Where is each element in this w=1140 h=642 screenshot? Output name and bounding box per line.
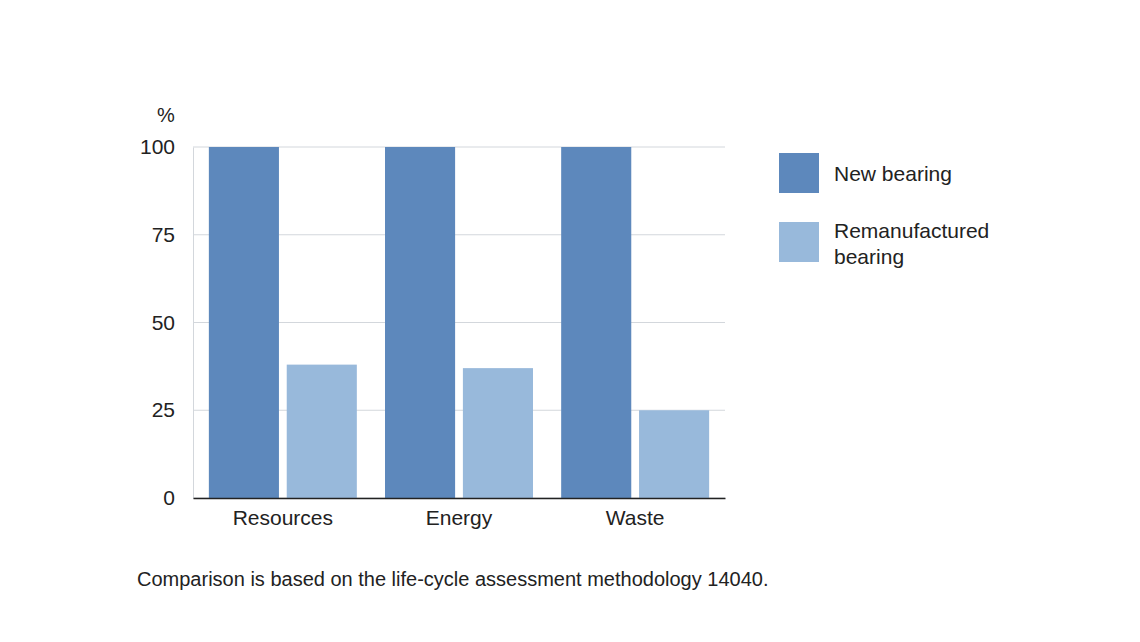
chart: 0 25 50 75 100 Resources Energy Waste% New beari… — [0, 0, 1140, 642]
legend-swatch — [779, 222, 819, 262]
bar — [287, 365, 357, 498]
axis-title: % — [157, 104, 175, 126]
tick: 100 — [140, 135, 193, 158]
bar — [639, 410, 709, 498]
tick: 75 — [152, 223, 193, 246]
axis-line — [193, 148, 194, 499]
tick: Energy — [426, 498, 493, 529]
bar — [385, 147, 455, 498]
legend: New bearing Remanufacturedbearing — [779, 153, 989, 268]
legend-label: Remanufacturedbearing — [834, 219, 989, 268]
tick-label: Energy — [426, 506, 493, 529]
tick: Waste — [606, 498, 665, 529]
tick-label: 50 — [152, 311, 175, 334]
grid — [193, 147, 725, 498]
bar — [209, 147, 279, 498]
tick: Resources — [233, 498, 333, 529]
bar — [463, 368, 533, 498]
tick: 25 — [152, 398, 193, 421]
tick: 0 — [163, 486, 193, 509]
bars — [209, 147, 709, 498]
tick-label: Waste — [606, 506, 665, 529]
tick: 50 — [152, 311, 193, 334]
tick-label: 75 — [152, 223, 175, 246]
annotation: Comparison is based on the life-cycle as… — [137, 568, 768, 590]
bar — [561, 147, 631, 498]
tick-label: 0 — [163, 486, 175, 509]
tick-label: 25 — [152, 398, 175, 421]
legend-label: New bearing — [834, 162, 952, 185]
y-axis: 0 25 50 75 100 — [140, 135, 194, 509]
legend-swatch — [779, 153, 819, 193]
tick-label: Resources — [233, 506, 333, 529]
x-axis: Resources Energy Waste — [194, 498, 726, 529]
axis-line — [194, 498, 726, 500]
tick-label: 100 — [140, 135, 175, 158]
